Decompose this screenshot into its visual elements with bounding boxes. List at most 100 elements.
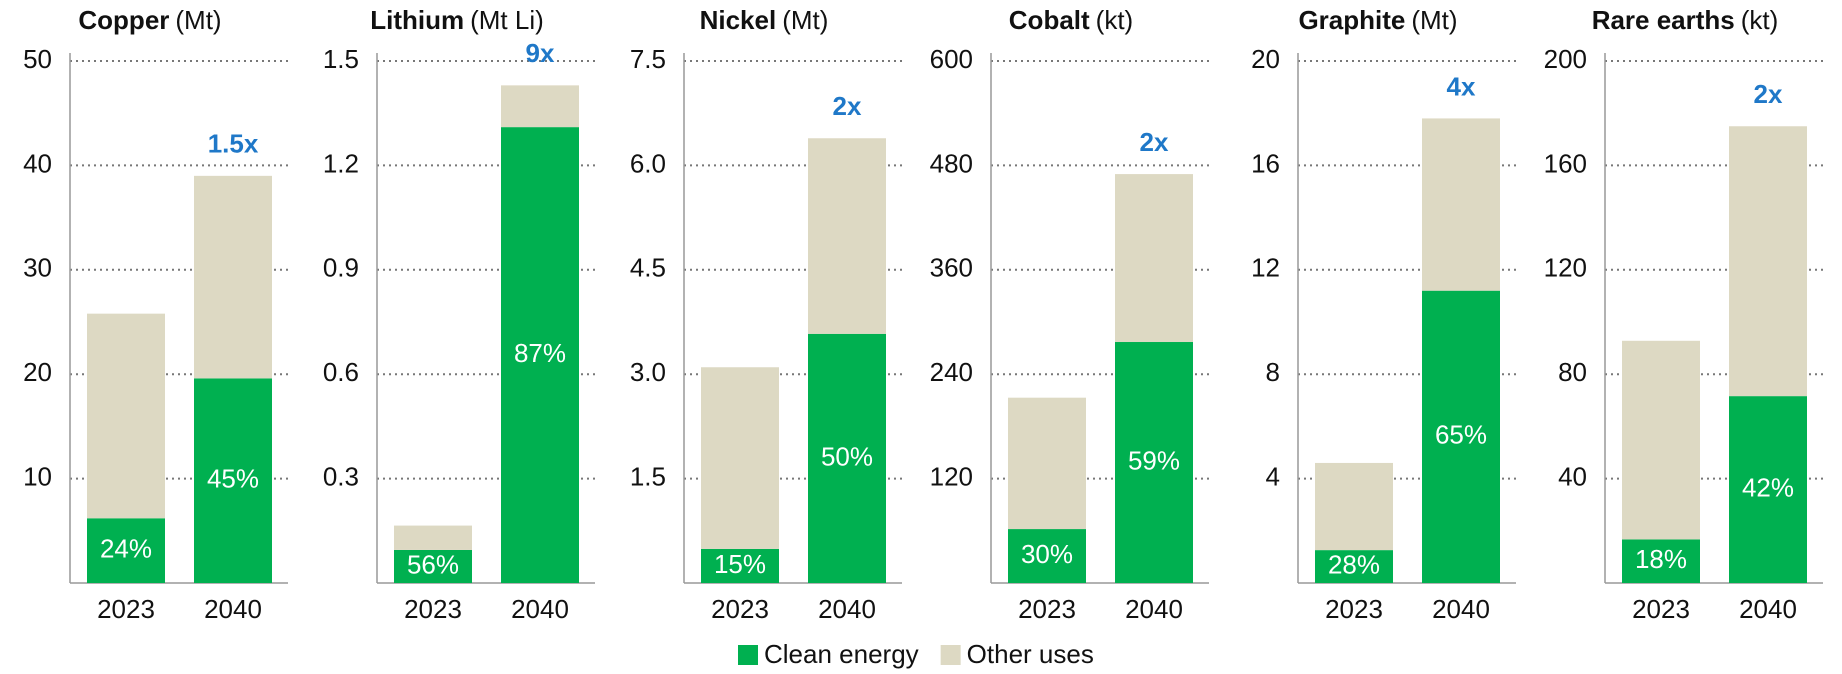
y-tick-label: 0.9 bbox=[323, 253, 359, 283]
x-tick-label: 2040 bbox=[1739, 594, 1797, 624]
y-tick-label: 4.5 bbox=[630, 253, 666, 283]
x-tick-label: 2023 bbox=[711, 594, 769, 624]
growth-label: 2x bbox=[833, 91, 862, 121]
y-tick-label: 20 bbox=[23, 357, 52, 387]
bar-segment bbox=[501, 127, 579, 584]
legend-swatch bbox=[940, 645, 961, 665]
bar-segment bbox=[87, 518, 165, 583]
x-tick-label: 2040 bbox=[1125, 594, 1183, 624]
x-tick-label: 2040 bbox=[1432, 594, 1490, 624]
bar-segment bbox=[394, 525, 472, 550]
bar-segment bbox=[394, 549, 472, 583]
y-tick-label: 4 bbox=[1266, 461, 1280, 491]
share-label: 42% bbox=[1742, 472, 1794, 502]
growth-label: 9x bbox=[526, 38, 555, 68]
share-label: 15% bbox=[714, 549, 766, 579]
x-tick-label: 2040 bbox=[511, 594, 569, 624]
share-label: 24% bbox=[100, 534, 152, 564]
bar-segment bbox=[701, 548, 779, 583]
panel-title-unit: (kt) bbox=[1741, 5, 1779, 35]
y-tick-label: 30 bbox=[23, 253, 52, 283]
x-tick-label: 2040 bbox=[818, 594, 876, 624]
bar-segment bbox=[1315, 462, 1393, 551]
bar-segment bbox=[1315, 550, 1393, 583]
bar-segment bbox=[1008, 397, 1086, 530]
panel-title-name: Copper bbox=[78, 5, 169, 35]
y-tick-label: 40 bbox=[23, 148, 52, 178]
x-tick-label: 2040 bbox=[204, 594, 262, 624]
y-tick-label: 0.6 bbox=[323, 357, 359, 387]
panel-title: Lithium (Mt Li) bbox=[370, 5, 544, 35]
y-tick-label: 600 bbox=[930, 44, 973, 74]
bar-segment bbox=[194, 175, 272, 379]
x-tick-label: 2023 bbox=[1632, 594, 1690, 624]
y-tick-label: 8 bbox=[1266, 357, 1280, 387]
growth-label: 2x bbox=[1754, 79, 1783, 109]
bar-segment bbox=[1622, 539, 1700, 583]
panel-title: Copper (Mt) bbox=[78, 5, 221, 35]
x-tick-label: 2023 bbox=[404, 594, 462, 624]
bar-segment bbox=[1008, 529, 1086, 583]
panel-title-unit: (kt) bbox=[1096, 5, 1134, 35]
y-tick-label: 1.5 bbox=[630, 461, 666, 491]
y-tick-label: 1.2 bbox=[323, 148, 359, 178]
bar-segment bbox=[1622, 340, 1700, 540]
share-label: 30% bbox=[1021, 539, 1073, 569]
legend-label: Other uses bbox=[967, 639, 1094, 669]
share-label: 45% bbox=[207, 464, 259, 494]
panel-title-name: Cobalt bbox=[1009, 5, 1090, 35]
bar-segment bbox=[1422, 118, 1500, 291]
y-tick-label: 480 bbox=[930, 148, 973, 178]
legend-label: Clean energy bbox=[764, 639, 919, 669]
share-label: 28% bbox=[1328, 549, 1380, 579]
growth-label: 2x bbox=[1140, 127, 1169, 157]
y-tick-label: 12 bbox=[1251, 253, 1280, 283]
y-tick-label: 120 bbox=[1544, 253, 1587, 283]
share-label: 59% bbox=[1128, 445, 1180, 475]
y-tick-label: 20 bbox=[1251, 44, 1280, 74]
y-tick-label: 360 bbox=[930, 253, 973, 283]
bar-segment bbox=[808, 333, 886, 583]
bar-segment bbox=[87, 313, 165, 519]
panel-title: Cobalt (kt) bbox=[1009, 5, 1133, 35]
y-tick-label: 50 bbox=[23, 44, 52, 74]
bar-segment bbox=[1115, 342, 1193, 583]
panel-title-unit: (Mt) bbox=[175, 5, 221, 35]
share-label: 65% bbox=[1435, 420, 1487, 450]
bar-segment bbox=[808, 138, 886, 334]
panel-title: Rare earths (kt) bbox=[1592, 5, 1779, 35]
panel-title: Graphite (Mt) bbox=[1298, 5, 1457, 35]
y-tick-label: 6.0 bbox=[630, 148, 666, 178]
y-tick-label: 16 bbox=[1251, 148, 1280, 178]
x-tick-label: 2023 bbox=[97, 594, 155, 624]
bar-segment bbox=[1422, 290, 1500, 583]
y-tick-label: 80 bbox=[1558, 357, 1587, 387]
share-label: 87% bbox=[514, 338, 566, 368]
growth-label: 1.5x bbox=[208, 129, 259, 159]
x-tick-label: 2023 bbox=[1325, 594, 1383, 624]
y-tick-label: 0.3 bbox=[323, 461, 359, 491]
y-tick-label: 40 bbox=[1558, 461, 1587, 491]
panel-title-name: Lithium bbox=[370, 5, 464, 35]
y-tick-label: 120 bbox=[930, 461, 973, 491]
bar-segment bbox=[1115, 174, 1193, 343]
y-tick-label: 7.5 bbox=[630, 44, 666, 74]
panel-title-name: Graphite bbox=[1298, 5, 1405, 35]
panel-title-unit: (Mt) bbox=[1411, 5, 1457, 35]
bar-segment bbox=[701, 367, 779, 549]
bar-segment bbox=[194, 378, 272, 583]
share-label: 18% bbox=[1635, 544, 1687, 574]
bar-segment bbox=[1729, 126, 1807, 397]
y-tick-label: 3.0 bbox=[630, 357, 666, 387]
panel-title-unit: (Mt) bbox=[782, 5, 828, 35]
panel-title-name: Nickel bbox=[700, 5, 777, 35]
panel-title: Nickel (Mt) bbox=[700, 5, 829, 35]
share-label: 56% bbox=[407, 549, 459, 579]
y-tick-label: 10 bbox=[23, 461, 52, 491]
legend-swatch bbox=[738, 645, 758, 665]
bar-segment bbox=[501, 85, 579, 128]
y-tick-label: 200 bbox=[1544, 44, 1587, 74]
y-tick-label: 160 bbox=[1544, 148, 1587, 178]
bar-segment bbox=[1729, 396, 1807, 583]
